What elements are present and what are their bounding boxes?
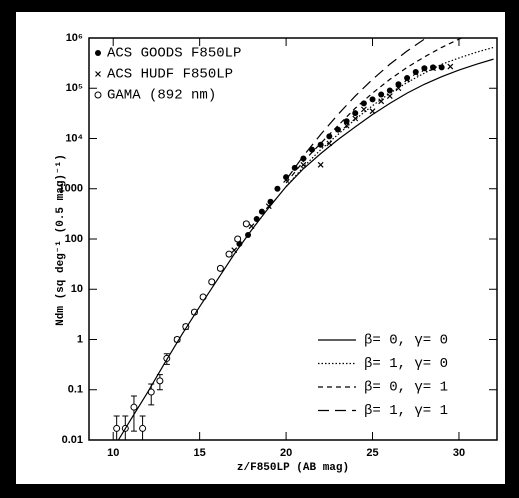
- point: [300, 161, 307, 168]
- point: [386, 87, 393, 94]
- point: [225, 250, 233, 258]
- y-tick-label: 10⁴: [65, 132, 83, 144]
- model-line: [285, 46, 494, 188]
- point: [113, 424, 121, 432]
- legend-marker: [95, 50, 101, 56]
- point: [412, 69, 419, 76]
- y-tick-label: 1: [77, 333, 83, 345]
- point: [369, 96, 376, 103]
- legend-marker: [95, 71, 101, 77]
- point: [404, 74, 411, 81]
- y-axis-label: Ndm (sq deg⁻¹ (0.5 mag)⁻¹): [55, 154, 67, 326]
- legend-label: β= 0, γ= 1: [364, 380, 448, 396]
- point: [395, 85, 402, 92]
- point: [258, 208, 265, 215]
- point: [334, 126, 341, 133]
- x-tick-label: 25: [366, 447, 378, 459]
- point: [438, 64, 445, 71]
- point: [265, 203, 272, 210]
- point: [412, 70, 419, 77]
- point: [317, 141, 324, 148]
- y-tick-label: 100: [65, 233, 83, 245]
- plot-area: [113, 38, 494, 440]
- x-tick-label: 15: [194, 447, 206, 459]
- point: [352, 110, 359, 117]
- point: [309, 146, 316, 153]
- y-tick-label: 10⁵: [66, 82, 83, 94]
- legend-label: ACS GOODS F850LP: [107, 46, 241, 62]
- y-tick-label: 10: [71, 283, 83, 295]
- point: [234, 235, 242, 243]
- y-tick-label: 0.1: [68, 384, 83, 396]
- legend-label: GAMA (892 nm): [107, 88, 216, 104]
- x-tick-label: 20: [280, 447, 292, 459]
- error-bar: [139, 415, 146, 440]
- point: [317, 161, 324, 168]
- point: [291, 164, 298, 171]
- point: [156, 377, 164, 385]
- legend-label: β= 0, γ= 0: [364, 333, 448, 349]
- point: [139, 424, 147, 432]
- y-tick-label: 10⁶: [66, 32, 83, 44]
- error-bar: [122, 415, 129, 440]
- point: [395, 81, 402, 88]
- point: [274, 185, 281, 192]
- point: [208, 278, 216, 286]
- legend-label: β= 1, γ= 0: [364, 356, 448, 372]
- point: [378, 98, 385, 105]
- y-tick-label: 0.01: [62, 434, 83, 446]
- point: [343, 122, 350, 129]
- x-tick-label: 10: [107, 447, 119, 459]
- point: [360, 100, 367, 107]
- legend-label: β= 1, γ= 1: [364, 403, 448, 419]
- point: [421, 66, 428, 73]
- point: [447, 63, 454, 70]
- x-axis-label: z/F850LP (AB mag): [237, 462, 349, 474]
- point: [216, 264, 224, 272]
- error-bar: [113, 415, 120, 440]
- y-tick-label: 1000: [59, 183, 83, 195]
- legend-label: ACS HUDF F850LP: [107, 67, 233, 83]
- point: [378, 91, 385, 98]
- point: [430, 64, 437, 71]
- point: [343, 118, 350, 125]
- model-line: [117, 58, 494, 440]
- model-line: [285, 38, 428, 181]
- point: [130, 403, 138, 411]
- point: [326, 133, 333, 140]
- model-line: [285, 38, 464, 184]
- panel: [16, 12, 505, 484]
- x-tick-label: 30: [453, 447, 465, 459]
- point: [242, 220, 250, 228]
- legend-marker: [94, 91, 102, 99]
- point: [421, 65, 428, 72]
